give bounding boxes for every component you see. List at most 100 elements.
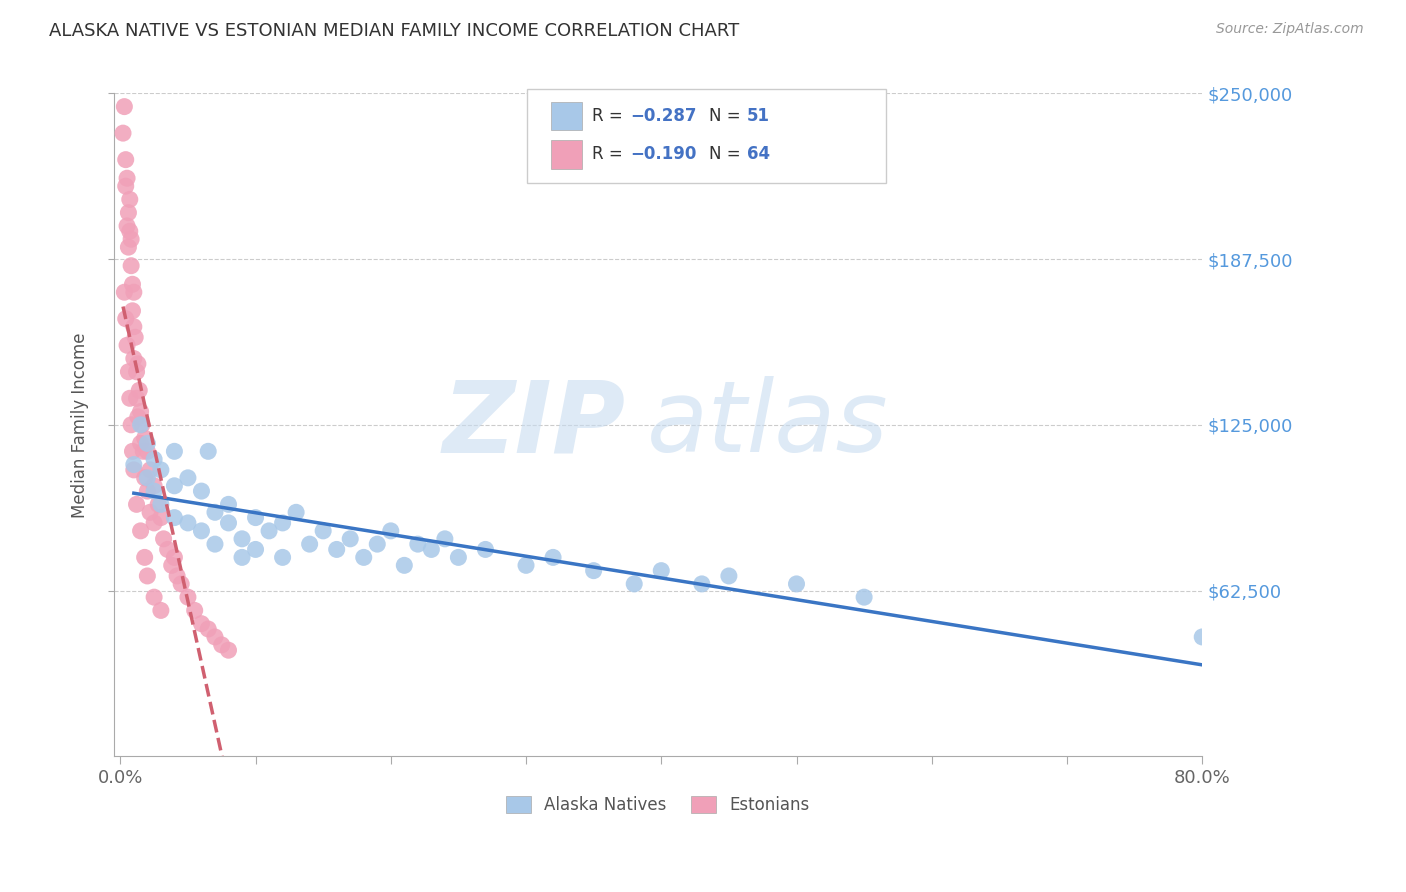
Point [149, 497, 172, 511]
Point [146, 497, 169, 511]
Point [139, 505, 162, 519]
Text: R =: R = [592, 145, 628, 163]
Point [325, 542, 347, 557]
Point [129, 417, 152, 432]
Point [125, 365, 148, 379]
Point [271, 550, 294, 565]
Text: 64: 64 [747, 145, 769, 163]
Point [433, 532, 456, 546]
Point [136, 471, 159, 485]
Text: −0.287: −0.287 [630, 107, 696, 125]
Point [582, 564, 605, 578]
Point [231, 532, 253, 546]
Point [177, 471, 200, 485]
Point [190, 524, 212, 538]
Point [129, 436, 152, 450]
Point [120, 417, 142, 432]
Point [143, 452, 166, 467]
Point [177, 516, 200, 530]
Point [129, 524, 152, 538]
Point [163, 444, 186, 458]
Point [122, 463, 145, 477]
Text: N =: N = [709, 107, 745, 125]
Point [117, 205, 139, 219]
Point [541, 550, 564, 565]
Point [197, 622, 219, 636]
Point [515, 558, 537, 573]
Point [853, 590, 876, 604]
Point [786, 577, 808, 591]
Text: R =: R = [592, 107, 628, 125]
Point [136, 436, 159, 450]
Point [134, 431, 156, 445]
Point [136, 444, 159, 458]
Point [111, 126, 134, 140]
Point [211, 638, 233, 652]
Text: Source: ZipAtlas.com: Source: ZipAtlas.com [1216, 22, 1364, 37]
Point [114, 153, 136, 167]
Point [112, 285, 135, 300]
Point [218, 643, 240, 657]
Point [1191, 630, 1213, 644]
Point [124, 330, 146, 344]
Point [204, 537, 226, 551]
Point [190, 616, 212, 631]
Point [117, 365, 139, 379]
Point [285, 505, 308, 519]
Point [197, 444, 219, 458]
Point [128, 384, 150, 398]
Point [149, 603, 172, 617]
Point [120, 232, 142, 246]
Y-axis label: Median Family Income: Median Family Income [72, 332, 89, 517]
Point [143, 484, 166, 499]
Point [218, 516, 240, 530]
Text: 51: 51 [747, 107, 769, 125]
Point [149, 510, 172, 524]
Point [152, 532, 174, 546]
Point [121, 277, 143, 292]
Point [134, 471, 156, 485]
Text: N =: N = [709, 145, 745, 163]
Point [204, 505, 226, 519]
Point [177, 590, 200, 604]
Text: atlas: atlas [647, 376, 889, 474]
Point [717, 569, 740, 583]
Point [125, 392, 148, 406]
Point [170, 577, 193, 591]
Legend: Alaska Natives, Estonians: Alaska Natives, Estonians [499, 789, 817, 821]
Point [121, 303, 143, 318]
Point [245, 542, 267, 557]
Point [312, 524, 335, 538]
Point [114, 179, 136, 194]
Point [163, 479, 186, 493]
Point [136, 484, 159, 499]
Point [650, 564, 672, 578]
Point [122, 458, 145, 472]
Point [690, 577, 713, 591]
Point [149, 463, 172, 477]
Point [245, 510, 267, 524]
Point [115, 338, 138, 352]
Point [166, 569, 188, 583]
Point [271, 516, 294, 530]
Point [353, 550, 375, 565]
Point [163, 550, 186, 565]
Point [136, 569, 159, 583]
Point [420, 542, 443, 557]
Point [122, 285, 145, 300]
Point [115, 219, 138, 233]
Point [127, 357, 149, 371]
Point [132, 444, 155, 458]
Point [156, 542, 179, 557]
Point [131, 417, 153, 432]
Point [129, 404, 152, 418]
Point [204, 630, 226, 644]
Point [122, 319, 145, 334]
Point [114, 311, 136, 326]
Point [339, 532, 361, 546]
Point [134, 550, 156, 565]
Point [121, 444, 143, 458]
Point [231, 550, 253, 565]
Point [118, 392, 141, 406]
Point [474, 542, 496, 557]
